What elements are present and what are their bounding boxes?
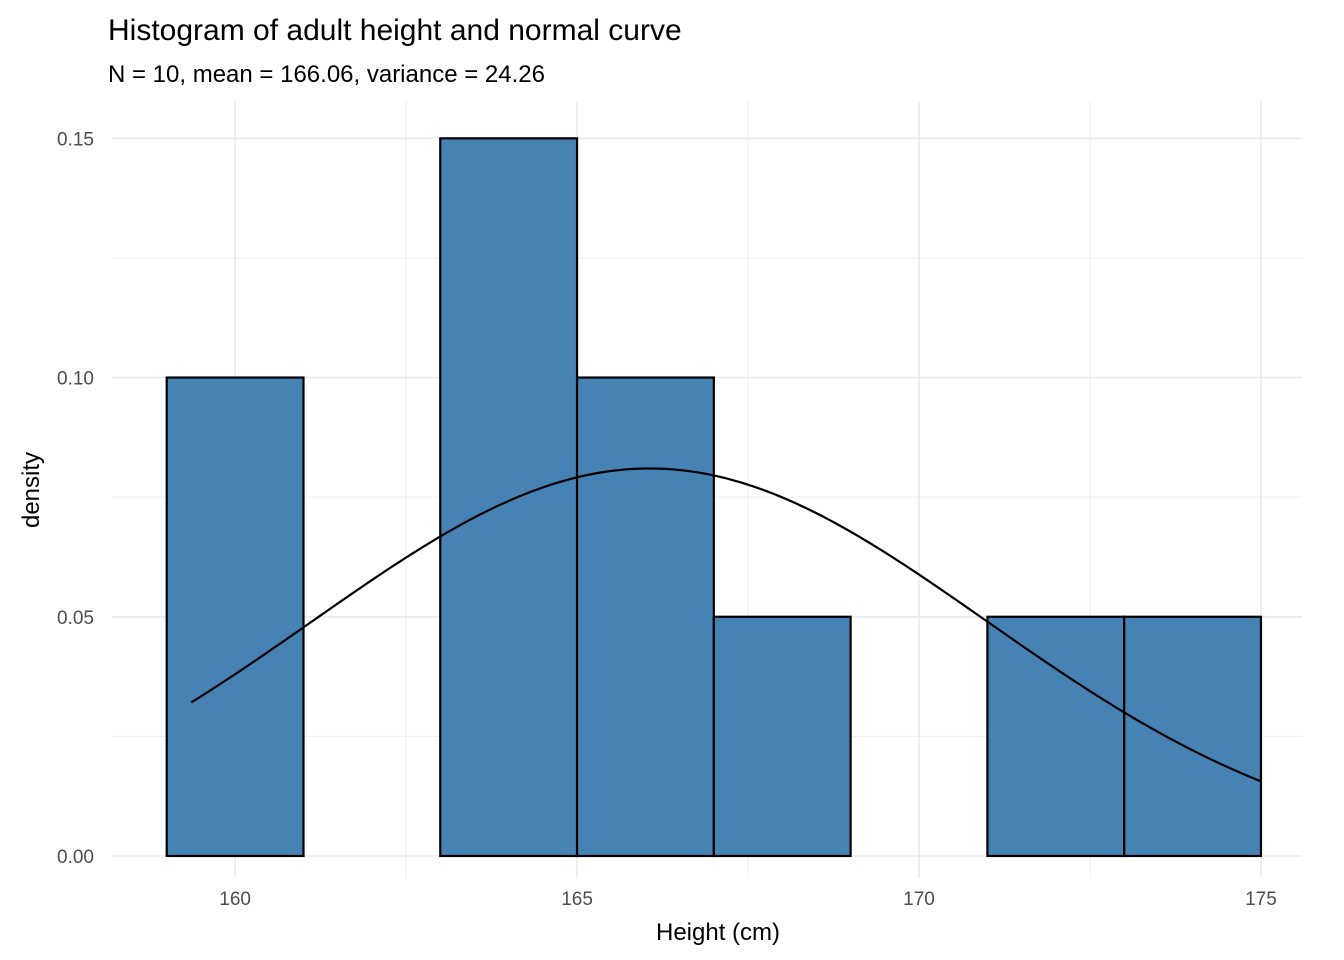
- histogram-bar-7: [1123, 615, 1263, 858]
- chart-title: Histogram of adult height and normal cur…: [108, 14, 682, 47]
- x-axis-tick-labels: 160 165 170 175: [219, 889, 1277, 910]
- y-tick-label-0: 0.00: [57, 847, 94, 868]
- x-tick-label-3: 175: [1245, 889, 1277, 910]
- x-axis-title: Height (cm): [656, 919, 780, 946]
- histogram-bar-0: [165, 376, 305, 858]
- x-tick-label-0: 160: [219, 889, 251, 910]
- x-tick-label-1: 165: [561, 889, 593, 910]
- y-tick-label-3: 0.15: [57, 129, 94, 150]
- histogram-bar-6: [986, 615, 1126, 858]
- y-tick-label-2: 0.10: [57, 369, 94, 390]
- histogram-bar-3: [575, 376, 715, 858]
- y-tick-label-1: 0.05: [57, 608, 94, 629]
- chart-subtitle: N = 10, mean = 166.06, variance = 24.26: [108, 61, 545, 88]
- histogram-bars: [165, 137, 1263, 858]
- y-axis-tick-labels: 0.00 0.05 0.10 0.15: [57, 129, 94, 868]
- histogram-bar-2: [439, 137, 579, 858]
- normal-curve-layer: [190, 467, 1262, 783]
- x-tick-label-2: 170: [903, 889, 935, 910]
- histogram-bar-4: [712, 615, 852, 858]
- normal-density-curve: [190, 467, 1262, 783]
- y-axis-title: density: [18, 452, 45, 528]
